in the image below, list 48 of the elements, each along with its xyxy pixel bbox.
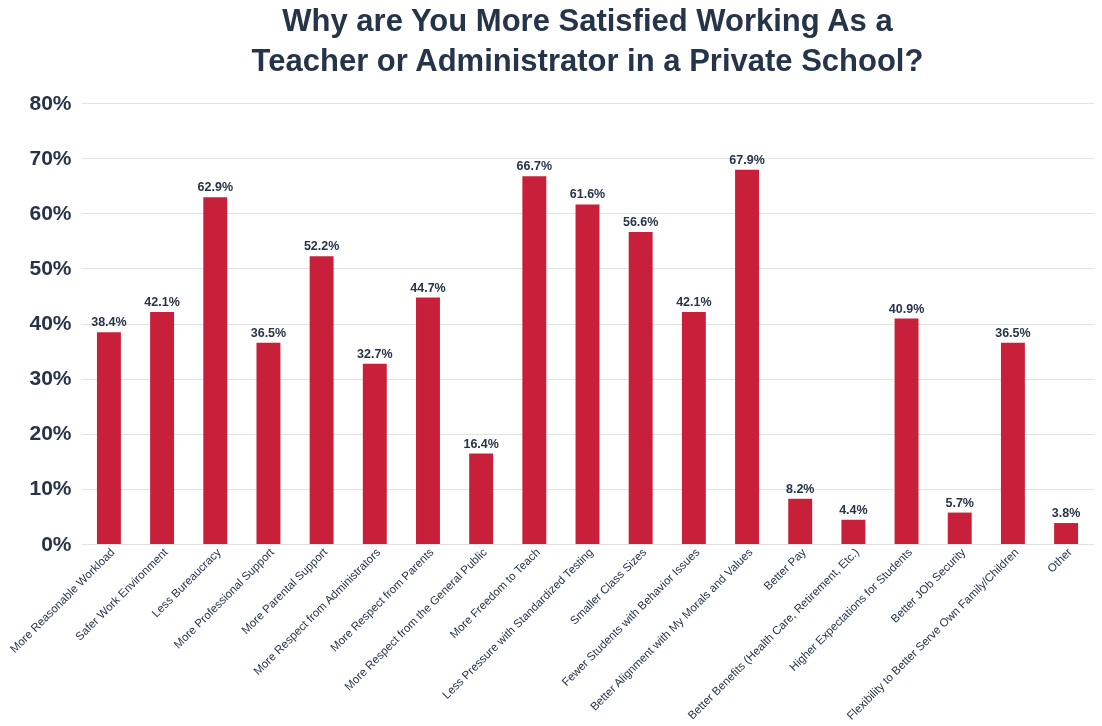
bar xyxy=(681,311,706,544)
data-label: 62.9% xyxy=(197,180,233,195)
data-label: 36.5% xyxy=(250,325,287,340)
bar xyxy=(788,498,813,544)
bar xyxy=(256,342,281,544)
y-tick-label: 30% xyxy=(29,366,72,390)
data-label: 40.9% xyxy=(888,301,925,316)
bar xyxy=(522,176,547,544)
bar xyxy=(947,512,972,544)
bar xyxy=(309,256,334,544)
data-label: 16.4% xyxy=(463,436,499,451)
data-label: 8.2% xyxy=(785,481,815,496)
bar xyxy=(416,297,440,544)
y-tick-label: 70% xyxy=(29,145,72,169)
data-label: 44.7% xyxy=(410,280,446,295)
bar xyxy=(628,231,653,544)
bar xyxy=(362,363,387,544)
data-label: 52.2% xyxy=(303,239,340,254)
data-label: 66.7% xyxy=(516,159,553,174)
y-tick-label: 60% xyxy=(29,200,72,224)
data-label: 56.6% xyxy=(622,214,659,229)
data-label: 32.7% xyxy=(357,346,393,361)
bar xyxy=(96,332,121,544)
chart-title: Why are You More Satisfied Working As a Teacher or Administrator in a Private School? xyxy=(251,3,924,78)
data-label: 3.8% xyxy=(1051,506,1081,521)
y-tick-label: 80% xyxy=(29,90,72,114)
data-label: 38.4% xyxy=(91,315,127,330)
bar xyxy=(841,519,866,544)
data-label: 42.1% xyxy=(144,294,180,309)
bar xyxy=(894,318,919,544)
bar xyxy=(1000,342,1025,544)
y-tick-label: 50% xyxy=(29,255,72,279)
y-tick-label: 20% xyxy=(29,421,72,445)
data-label: 67.9% xyxy=(729,152,765,167)
data-label: 42.1% xyxy=(676,294,712,309)
y-tick-label: 0% xyxy=(41,531,72,555)
bar xyxy=(1054,523,1079,544)
bar xyxy=(150,311,175,544)
bar xyxy=(735,169,759,544)
data-label: 5.7% xyxy=(945,495,974,510)
y-tick-label: 40% xyxy=(29,311,72,334)
bar xyxy=(469,453,494,544)
data-label: 36.5% xyxy=(995,325,1031,340)
data-label: 61.6% xyxy=(569,187,606,202)
bar xyxy=(203,197,228,544)
y-tick-label: 10% xyxy=(29,476,72,500)
data-label: 4.4% xyxy=(839,502,868,517)
bar xyxy=(575,204,600,544)
